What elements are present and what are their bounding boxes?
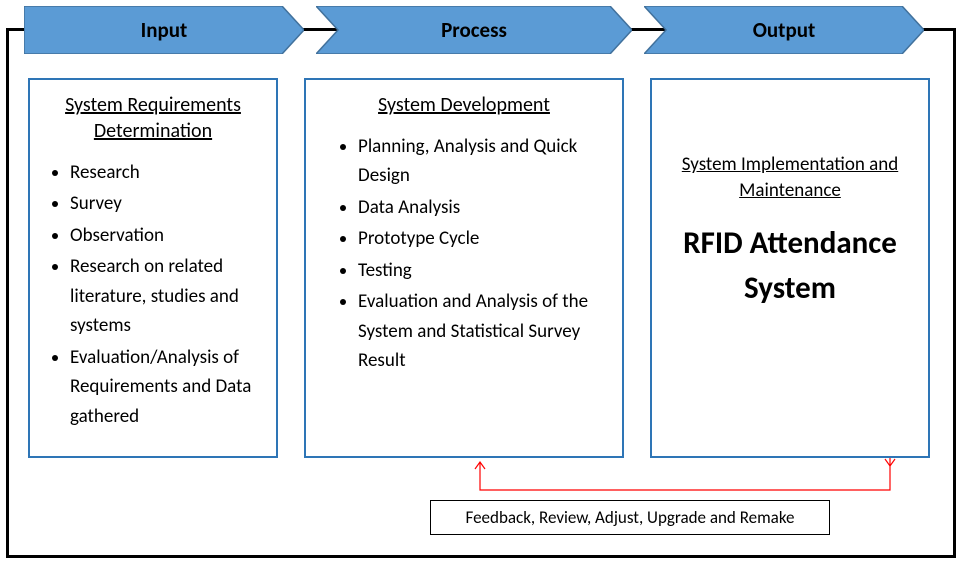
feedback-box: Feedback, Review, Adjust, Upgrade and Re…	[430, 500, 830, 535]
feedback-text: Feedback, Review, Adjust, Upgrade and Re…	[466, 507, 795, 528]
feedback-arrow	[0, 0, 962, 567]
